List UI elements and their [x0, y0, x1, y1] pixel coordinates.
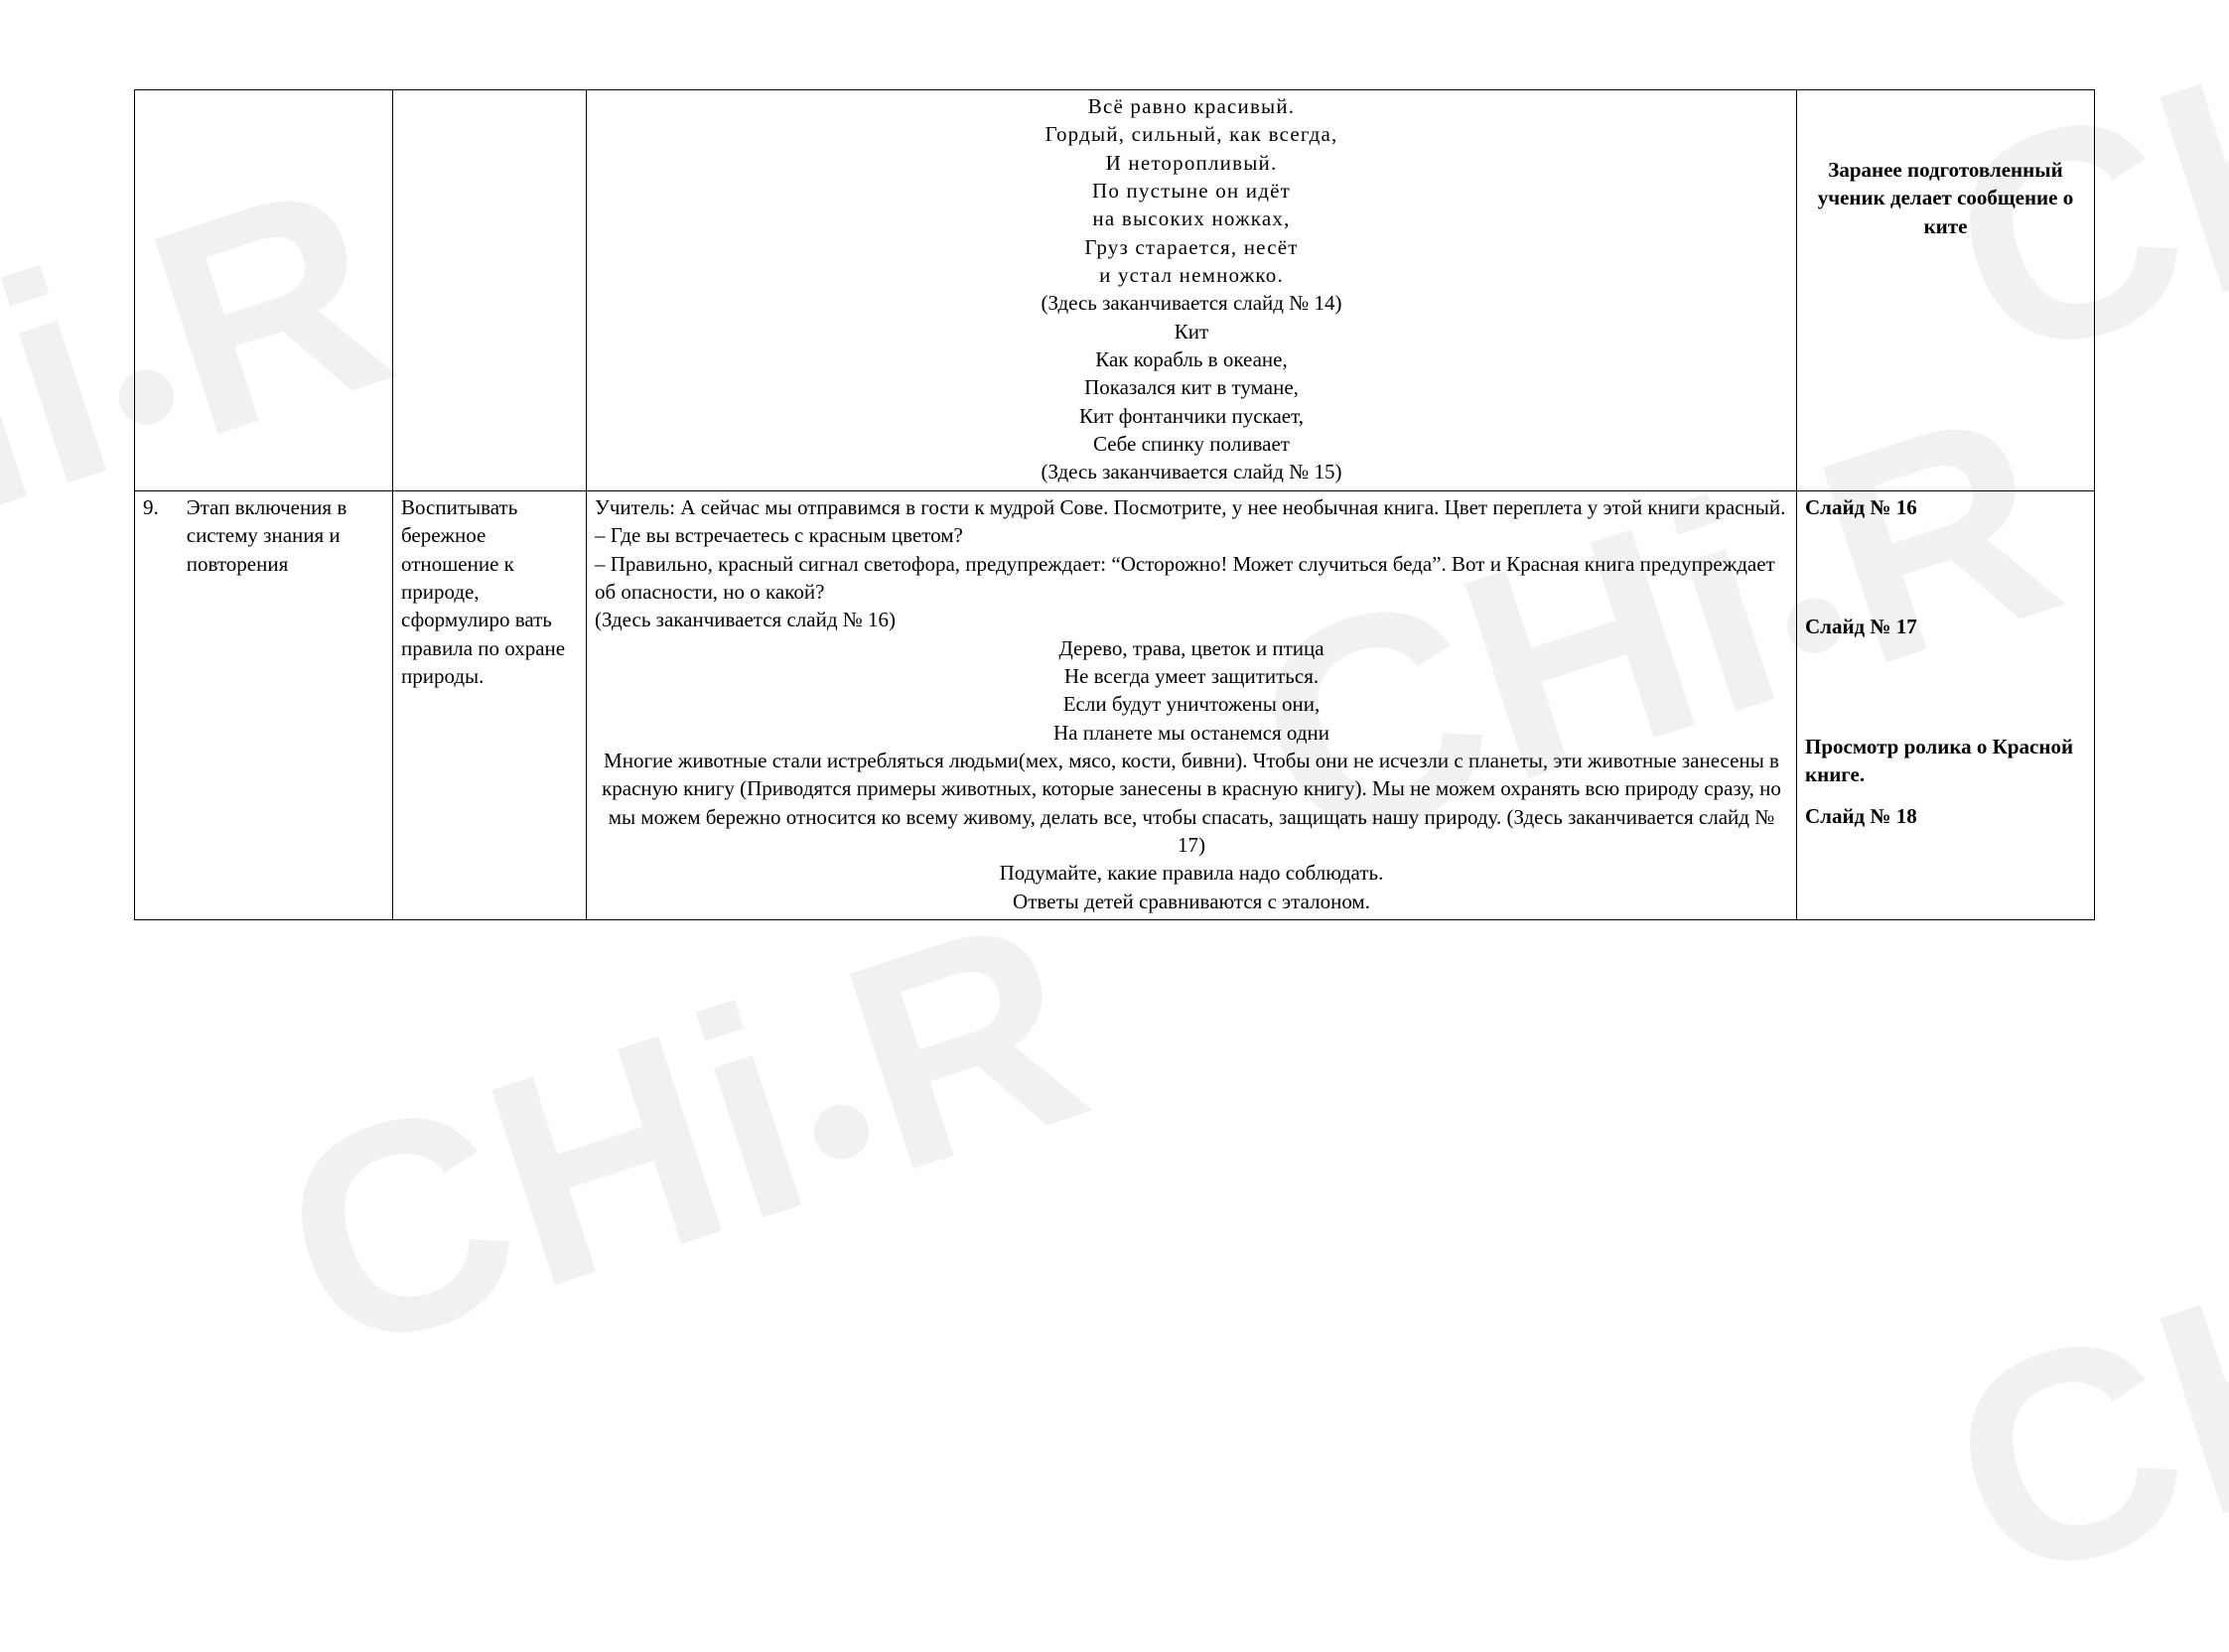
poem-line: Показался кит в тумане,: [595, 373, 1788, 401]
poem-line: Гордый, сильный, как всегда,: [595, 120, 1788, 148]
poem-line: По пустыне он идёт: [595, 177, 1788, 205]
slide-ref: Слайд № 16: [1805, 493, 2086, 521]
poem-line: Груз старается, несёт: [595, 233, 1788, 261]
slide-note: (Здесь заканчивается слайд № 15): [595, 458, 1788, 485]
poem-line: И неторопливый.: [595, 149, 1788, 177]
poem-line: Всё равно красивый.: [595, 92, 1788, 120]
watermark: CHiR: [245, 846, 1122, 1423]
poem-line: Как корабль в океане,: [595, 345, 1788, 373]
cell-goal: Воспитывать бережное отношение к природе…: [393, 490, 587, 919]
activity-text: – Правильно, красный сигнал светофора, п…: [595, 550, 1788, 607]
poem-line: Кит фонтанчики пускает,: [595, 402, 1788, 430]
watermark: CHiR: [1913, 1074, 2229, 1651]
poem-line: Не всегда умеет защититься.: [595, 662, 1788, 690]
video-ref: Просмотр ролика о Красной книге.: [1805, 733, 2086, 789]
cell-activity: Всё равно красивый. Гордый, сильный, как…: [587, 90, 1797, 491]
activity-text: Учитель: А сейчас мы отправимся в гости …: [595, 493, 1788, 521]
cell-note: Слайд № 16 Слайд № 17 Просмотр ролика о …: [1797, 490, 2095, 919]
stage-title: Этап включения в систему знания и повтор…: [187, 493, 384, 578]
poem-line: Кит: [595, 318, 1788, 345]
cell-note: Заранее подготовленный ученик делает соо…: [1797, 90, 2095, 491]
table-row: Всё равно красивый. Гордый, сильный, как…: [135, 90, 2095, 491]
slide-ref: Слайд № 17: [1805, 613, 2086, 640]
activity-text: – Где вы встречаетесь с красным цветом?: [595, 521, 1788, 549]
poem-line: На планете мы останемся одни: [595, 719, 1788, 747]
page: Всё равно красивый. Гордый, сильный, как…: [0, 0, 2229, 920]
cell-goal: [393, 90, 587, 491]
slide-note: (Здесь заканчивается слайд № 14): [595, 289, 1788, 317]
activity-text: Подумайте, какие правила надо соблюдать.: [595, 859, 1788, 887]
activity-text: Ответы детей сравниваются с эталоном.: [595, 888, 1788, 915]
right-note: Заранее подготовленный ученик делает соо…: [1805, 156, 2086, 240]
cell-activity: Учитель: А сейчас мы отправимся в гости …: [587, 490, 1797, 919]
activity-text: (Здесь заканчивается слайд № 16): [595, 606, 1788, 633]
poem-line: Дерево, трава, цветок и птица: [595, 634, 1788, 662]
poem-line: Если будут уничтожены они,: [595, 690, 1788, 718]
poem-line: на высоких ножках,: [595, 205, 1788, 232]
poem-line: и устал немножко.: [595, 261, 1788, 289]
activity-text: Многие животные стали истребляться людьм…: [595, 747, 1788, 859]
cell-stage: [135, 90, 393, 491]
poem-line: Себе спинку поливает: [595, 430, 1788, 458]
table-row: 9. Этап включения в систему знания и пов…: [135, 490, 2095, 919]
lesson-table: Всё равно красивый. Гордый, сильный, как…: [134, 89, 2095, 920]
stage-number: 9.: [143, 493, 159, 578]
goal-text: Воспитывать бережное отношение к природе…: [401, 493, 578, 690]
cell-stage: 9. Этап включения в систему знания и пов…: [135, 490, 393, 919]
slide-ref: Слайд № 18: [1805, 802, 2086, 830]
